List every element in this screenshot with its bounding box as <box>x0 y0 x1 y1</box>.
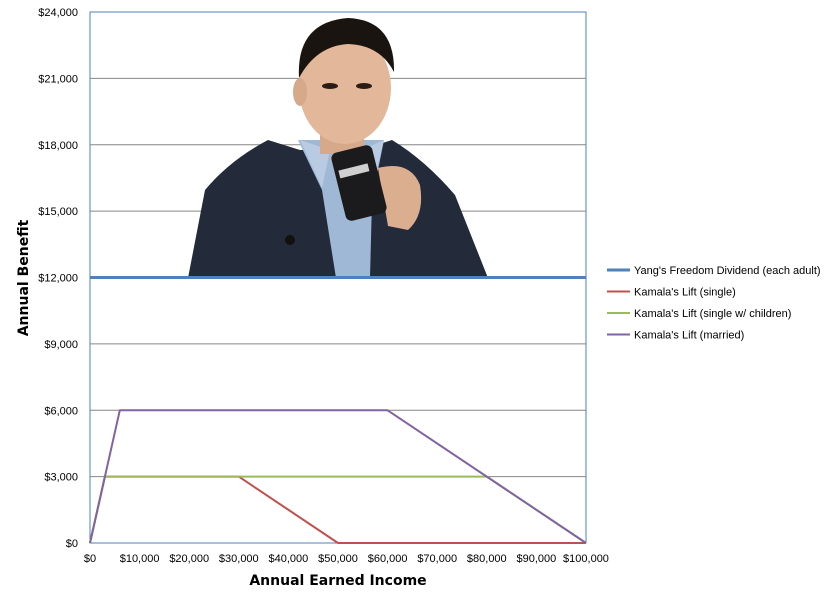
photo-hand <box>378 166 422 230</box>
x-tick-label: $30,000 <box>219 553 259 565</box>
legend: Yang's Freedom Dividend (each adult) Kama… <box>607 265 821 342</box>
y-tick-label: $9,000 <box>44 339 78 351</box>
y-tick-label: $3,000 <box>44 472 78 484</box>
x-tick-label: $60,000 <box>368 553 408 565</box>
photo-ear <box>293 78 307 106</box>
photo-mug-logo <box>338 163 370 179</box>
y-tick-label: $0 <box>66 538 78 550</box>
legend-label-1: Kamala's Lift (single) <box>634 287 736 299</box>
photo-mug <box>331 145 387 221</box>
photo-eye-left <box>322 83 338 89</box>
series-lines <box>89 276 587 544</box>
photo-mic <box>285 235 295 245</box>
x-tick-label: $100,000 <box>563 553 609 565</box>
overlay-photo <box>188 18 488 278</box>
legend-label-0: Yang's Freedom Dividend (each adult) <box>634 265 821 277</box>
x-axis-title: Annual Earned Income <box>249 573 426 589</box>
photo-face <box>299 32 391 144</box>
x-tick-label: $20,000 <box>169 553 209 565</box>
x-tick-labels: $0 $10,000 $20,000 $30,000 $40,000 $50,000 $60… <box>84 553 609 565</box>
x-tick-label: $50,000 <box>318 553 358 565</box>
photo-hair <box>298 18 395 78</box>
photo-eye-right <box>356 83 372 89</box>
x-tick-label: $90,000 <box>517 553 557 565</box>
x-tick-label: $80,000 <box>467 553 507 565</box>
y-tick-label: $24,000 <box>38 7 78 19</box>
y-tick-label: $15,000 <box>38 206 78 218</box>
x-tick-label: $0 <box>84 553 96 565</box>
series-line-3 <box>89 409 587 544</box>
y-tick-label: $6,000 <box>44 405 78 417</box>
y-tick-labels: $0 $3,000 $6,000 $9,000 $12,000 $15,000 $18,00… <box>38 7 78 550</box>
y-tick-label: $18,000 <box>38 140 78 152</box>
legend-label-2: Kamala's Lift (single w/ children) <box>634 308 791 320</box>
x-tick-label: $40,000 <box>269 553 309 565</box>
x-tick-label: $70,000 <box>417 553 457 565</box>
y-tick-label: $21,000 <box>38 73 78 85</box>
y-axis-title: Annual Benefit <box>16 219 32 336</box>
y-tick-label: $12,000 <box>38 273 78 285</box>
x-tick-label: $10,000 <box>120 553 160 565</box>
legend-label-3: Kamala's Lift (married) <box>634 330 744 342</box>
